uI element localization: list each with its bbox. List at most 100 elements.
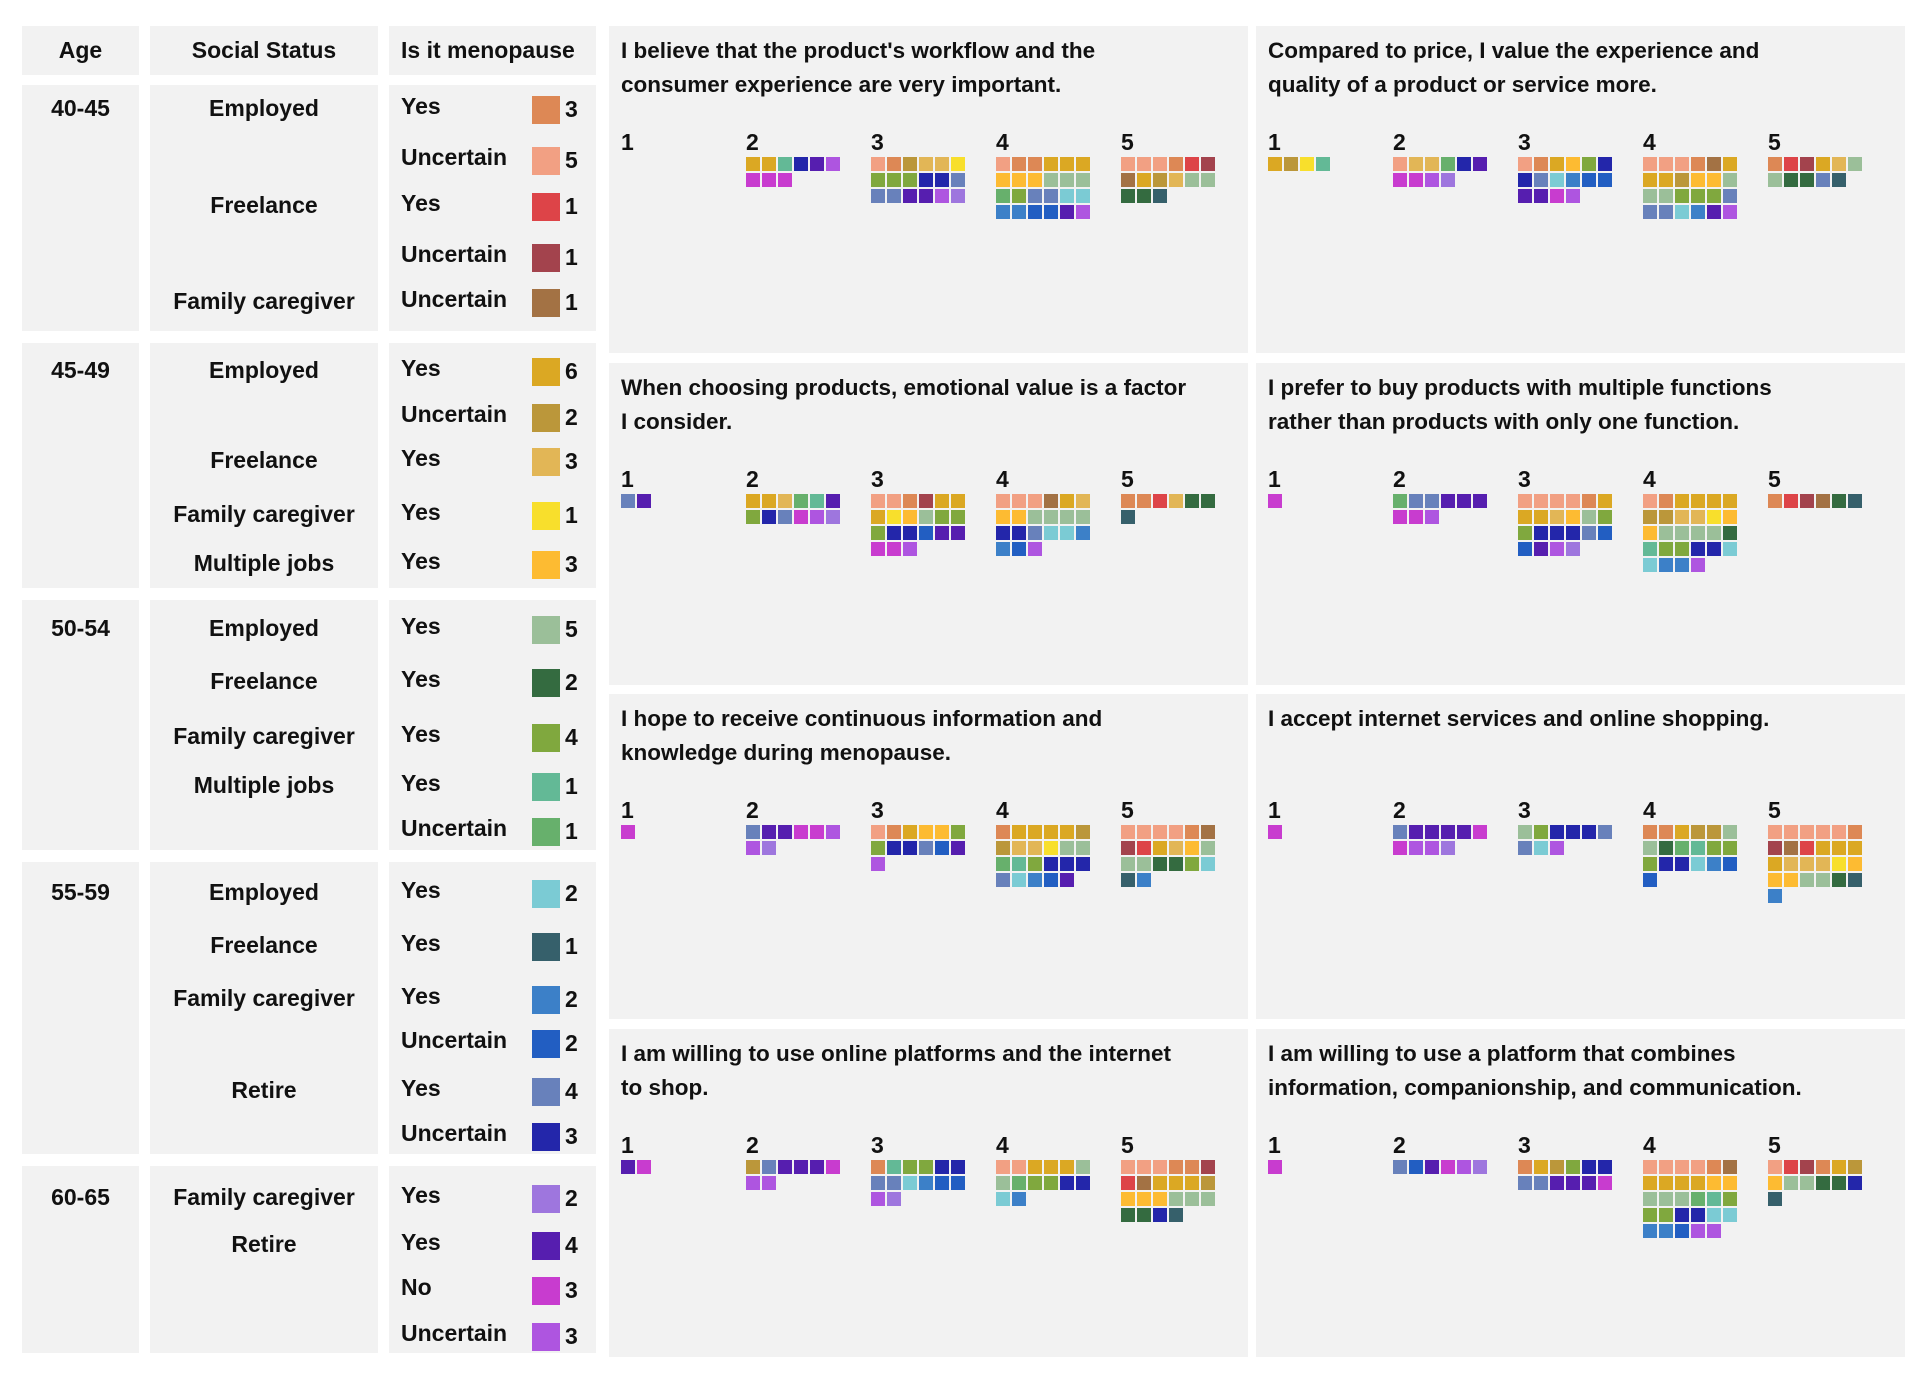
respondent-square — [1691, 1224, 1705, 1238]
respondent-square — [1393, 494, 1407, 508]
respondent-square — [1816, 857, 1830, 871]
respondent-square — [1473, 1160, 1487, 1174]
question-title: I hope to receive continuous information… — [621, 702, 1238, 770]
respondent-count: 5 — [565, 147, 578, 173]
likert-scale-label: 1 — [1268, 797, 1281, 823]
respondent-square — [1518, 841, 1532, 855]
question-title: I accept internet services and online sh… — [1268, 702, 1895, 736]
respondent-square — [1121, 510, 1135, 524]
respondent-square — [794, 494, 808, 508]
respondent-square — [1441, 157, 1455, 171]
respondent-square — [903, 173, 917, 187]
respondent-square — [1659, 1176, 1673, 1190]
respondent-square — [1060, 157, 1074, 171]
respondent-square — [1028, 157, 1042, 171]
respondent-square — [996, 173, 1010, 187]
respondent-square — [1076, 510, 1090, 524]
respondent-square — [1768, 1192, 1782, 1206]
likert-scale-label: 1 — [621, 797, 634, 823]
respondent-square — [996, 1192, 1010, 1206]
respondent-square — [1060, 189, 1074, 203]
respondent-square — [1473, 494, 1487, 508]
respondent-square — [1137, 173, 1151, 187]
respondent-square — [1169, 1176, 1183, 1190]
respondent-square — [1691, 157, 1705, 171]
respondent-square — [903, 189, 917, 203]
respondent-square — [1518, 1176, 1532, 1190]
respondent-square — [871, 857, 885, 871]
respondent-square — [887, 526, 901, 540]
respondent-square — [1534, 542, 1548, 556]
respondent-count: 2 — [565, 986, 578, 1012]
respondent-count: 4 — [565, 724, 578, 750]
respondent-square — [1768, 825, 1782, 839]
legend-swatch — [532, 818, 560, 846]
respondent-count: 4 — [565, 1232, 578, 1258]
respondent-square — [1185, 173, 1199, 187]
respondent-square — [1201, 857, 1215, 871]
menopause-label: Yes — [401, 666, 441, 692]
respondent-square — [951, 841, 965, 855]
respondent-square — [903, 825, 917, 839]
respondent-square — [1582, 510, 1596, 524]
social-status-label: Family caregiver — [173, 723, 355, 749]
age-group-label: 55-59 — [51, 879, 110, 905]
respondent-square — [1707, 542, 1721, 556]
respondent-square — [1582, 825, 1596, 839]
respondent-square — [1534, 526, 1548, 540]
question-panel: I accept internet services and online sh… — [1256, 694, 1905, 1019]
age-group-cell: 55-59 — [22, 862, 139, 1154]
respondent-square — [1316, 157, 1330, 171]
respondent-square — [1784, 857, 1798, 871]
respondent-square — [1800, 1176, 1814, 1190]
respondent-square — [1707, 173, 1721, 187]
respondent-square — [1028, 526, 1042, 540]
respondent-square — [1675, 1224, 1689, 1238]
respondent-square — [1534, 494, 1548, 508]
respondent-square — [1518, 1160, 1532, 1174]
respondent-square — [871, 173, 885, 187]
respondent-square — [1582, 1176, 1596, 1190]
respondent-square — [1848, 1160, 1862, 1174]
legend-swatch — [532, 551, 560, 579]
respondent-square — [1060, 510, 1074, 524]
social-status-header-label: Social Status — [191, 37, 337, 63]
question-title-line: I am willing to use a platform that comb… — [1268, 1041, 1736, 1066]
respondent-square — [1566, 526, 1580, 540]
question-title-line: I consider. — [621, 409, 733, 434]
respondent-square — [935, 494, 949, 508]
respondent-square — [1707, 1224, 1721, 1238]
menopause-group-cell: Yes 5 Yes 2 Yes 4 Yes 1 Uncertain 1 — [389, 600, 596, 850]
respondent-square — [1012, 189, 1026, 203]
social-status-label: Employed — [209, 879, 319, 905]
respondent-square — [1012, 857, 1026, 871]
menopause-group-cell: Yes 6 Uncertain 2 Yes 3 Yes 1 Yes 3 — [389, 343, 596, 588]
likert-scale-label: 4 — [1643, 1132, 1656, 1158]
question-panel: I prefer to buy products with multiple f… — [1256, 363, 1905, 685]
legend-swatch — [532, 669, 560, 697]
respondent-square — [1201, 494, 1215, 508]
respondent-square — [762, 157, 776, 171]
respondent-square — [1691, 1208, 1705, 1222]
respondent-square — [1675, 1160, 1689, 1174]
respondent-square — [1137, 189, 1151, 203]
respondent-square — [1659, 1208, 1673, 1222]
respondent-square — [1659, 189, 1673, 203]
legend-swatch — [532, 147, 560, 175]
respondent-square — [1723, 825, 1737, 839]
respondent-square — [1675, 1208, 1689, 1222]
respondent-square — [1566, 1176, 1580, 1190]
respondent-square — [887, 510, 901, 524]
respondent-square — [1121, 857, 1135, 871]
respondent-square — [871, 510, 885, 524]
respondent-square — [1300, 157, 1314, 171]
respondent-square — [1185, 1192, 1199, 1206]
respondent-square — [1784, 873, 1798, 887]
respondent-square — [1044, 526, 1058, 540]
menopause-label: Yes — [401, 1075, 441, 1101]
likert-scale-label: 3 — [871, 466, 884, 492]
respondent-square — [1784, 494, 1798, 508]
legend-swatch — [532, 404, 560, 432]
respondent-square — [1800, 173, 1814, 187]
respondent-square — [1441, 841, 1455, 855]
